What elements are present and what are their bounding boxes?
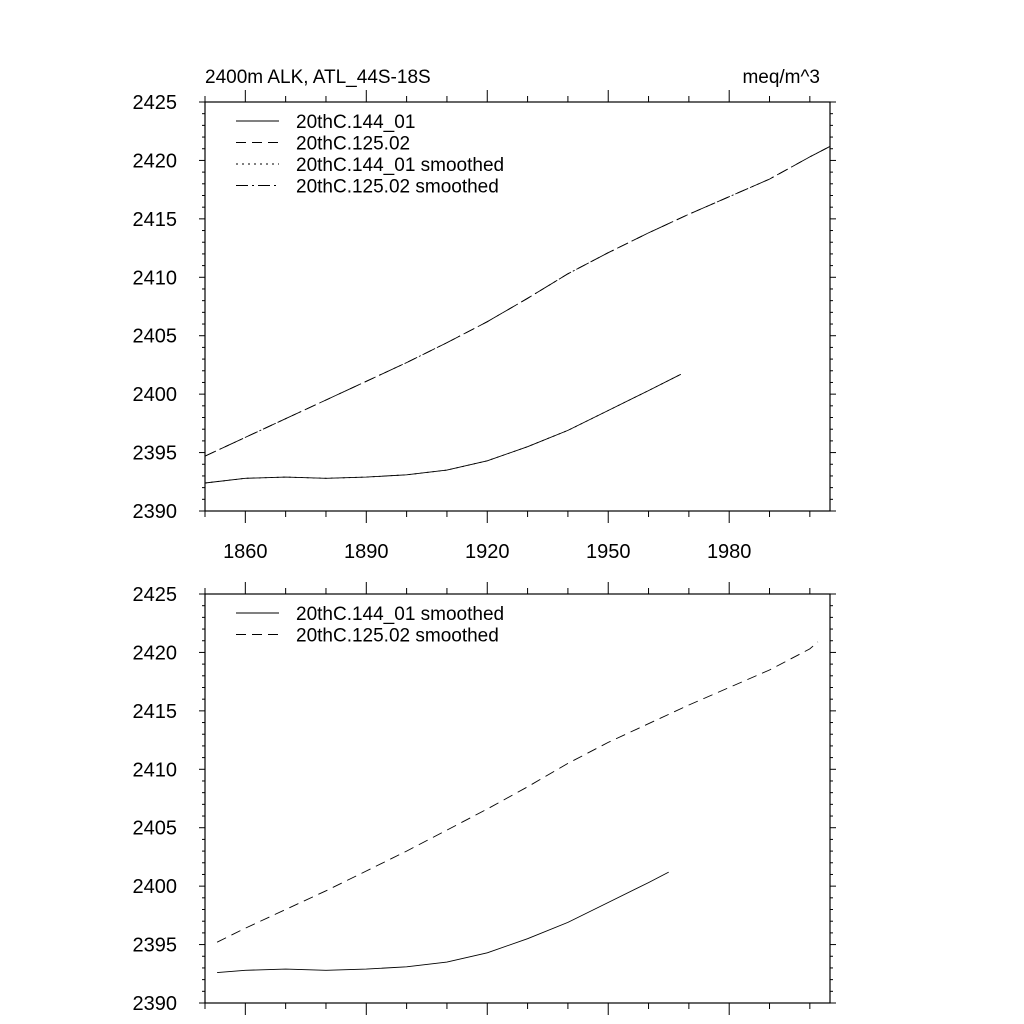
y-tick-label: 2390 bbox=[133, 501, 178, 523]
y-tick-label: 2410 bbox=[133, 759, 178, 781]
y-tick-label: 2425 bbox=[133, 584, 178, 606]
plot-units: meq/m^3 bbox=[742, 67, 820, 88]
plot-title: 2400m ALK, ATL_44S-18S bbox=[205, 67, 431, 88]
legend-label-0: 20thC.144_01 bbox=[296, 112, 415, 133]
x-tick-label: 1950 bbox=[586, 541, 631, 563]
y-tick-label: 2395 bbox=[133, 935, 178, 957]
top-panel: 2390 2395 2400 2405 2410 2415 2420 2425 1860 1890… bbox=[133, 67, 836, 563]
x-tick-label: 1980 bbox=[707, 541, 752, 563]
series-line-1 bbox=[216, 641, 819, 943]
legend-label-1: 20thC.125.02 smoothed bbox=[296, 626, 499, 647]
y-tick-label: 2420 bbox=[133, 150, 178, 172]
x-tick-label: 1860 bbox=[223, 541, 268, 563]
y-tick-label: 2400 bbox=[133, 384, 178, 406]
series-line-2 bbox=[204, 373, 682, 484]
y-tick-label: 2405 bbox=[133, 818, 178, 840]
legend-label-3: 20thC.125.02 smoothed bbox=[296, 177, 499, 198]
legend-label-1: 20thC.125.02 bbox=[296, 134, 410, 155]
bottom-panel: 2390 2395 2400 2405 2410 2415 2420 2425 20thC.14… bbox=[133, 582, 836, 1015]
plot-frame bbox=[204, 593, 831, 1004]
legend-label-2: 20thC.144_01 smoothed bbox=[296, 155, 504, 176]
y-tick-label: 2415 bbox=[133, 701, 178, 723]
y-tick-label: 2410 bbox=[133, 267, 178, 289]
y-tick-label: 2415 bbox=[133, 209, 178, 231]
series-line-3 bbox=[204, 146, 831, 457]
x-tick-label: 1920 bbox=[465, 541, 510, 563]
y-tick-label: 2405 bbox=[133, 326, 178, 348]
series-line-0 bbox=[204, 373, 682, 484]
y-tick-label: 2400 bbox=[133, 876, 178, 898]
plot-frame bbox=[204, 101, 831, 512]
y-tick-label: 2395 bbox=[133, 443, 178, 465]
legend-label-0: 20thC.144_01 smoothed bbox=[296, 604, 504, 625]
y-tick-label: 2420 bbox=[133, 642, 178, 664]
y-tick-label: 2390 bbox=[133, 993, 178, 1015]
x-tick-label: 1890 bbox=[344, 541, 389, 563]
y-tick-label: 2425 bbox=[133, 92, 178, 114]
series-line-0 bbox=[217, 871, 669, 974]
